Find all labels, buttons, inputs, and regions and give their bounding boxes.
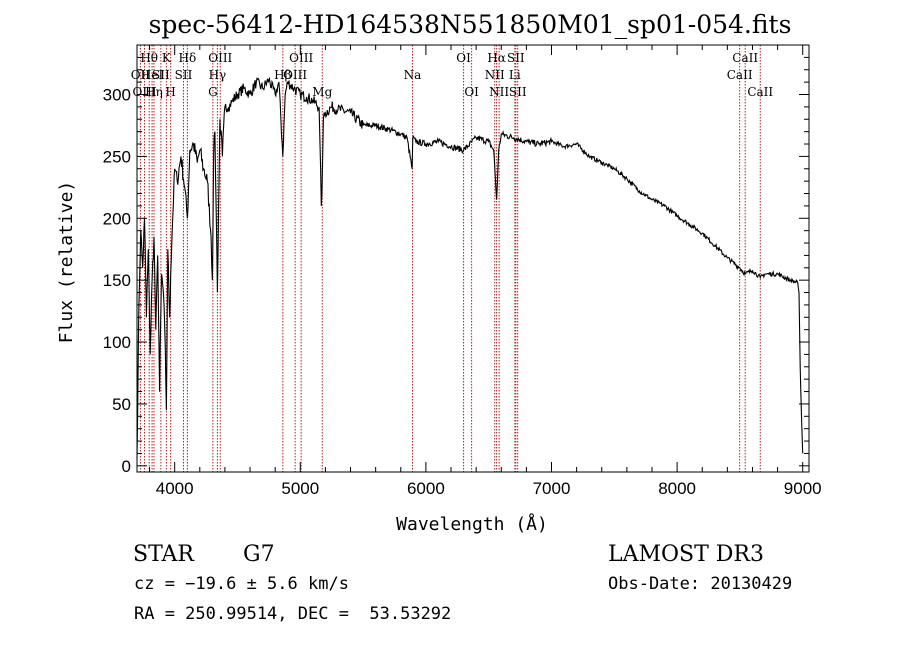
x-tick-label-4: 8000 [658,479,696,498]
coordinates-text: RA = 250.99514, DEC = 53.53292 [134,604,451,624]
y-tick-label-6: 300 [103,86,131,105]
spectral-line-markers [139,45,761,472]
y-axis-ticks: 0 50 100 150 200 250 300 [103,56,809,476]
y-tick-label-5: 250 [103,147,131,166]
spectral-line-label-13: OIII [289,51,313,65]
x-tick-label-3: 7000 [533,479,571,498]
plot-frame [136,44,810,473]
spectral-line-label-4: Hη [145,85,163,99]
spectral-line-label-19: OI [464,85,479,99]
x-axis-ticks: 4000 5000 6000 7000 8000 9000 [149,45,822,498]
y-axis-label: Flux (relative) [56,181,77,344]
x-tick-label-1: 5000 [281,479,319,498]
x-tick-label-0: 4000 [156,479,194,498]
spectral-line-label-12: G [208,85,218,99]
x-tick-label-2: 6000 [407,479,445,498]
spectral-line-label-5: K [162,51,172,65]
y-tick-label-1: 50 [112,395,131,414]
y-tick-label-0: 0 [122,457,131,476]
y-tick-label-3: 150 [103,271,131,290]
spectral-line-label-25: SII [509,85,527,99]
obs-date-text: Obs-Date: 20130429 [608,574,792,594]
spectral-line-label-28: CaII [747,85,773,99]
spectral-line-label-10: OIII [208,51,232,65]
spectral-line-label-21: SII [507,51,525,65]
y-tick-label-2: 100 [103,333,131,352]
spectral-line-label-1: OII [131,68,151,82]
chart-title: spec-56412-HD164538N551850M01_sp01-054.f… [149,10,792,39]
spectral-line-label-16: Mg [312,85,332,99]
redshift-text: cz = −19.6 ± 5.6 km/s [134,574,349,594]
spectral-line-label-6: SII [152,68,170,82]
spectral-line-label-27: CaII [727,68,753,82]
spectral-line-label-22: NII [485,68,505,82]
spectral-line-label-11: Hγ [209,68,227,82]
x-tick-label-5: 9000 [784,479,822,498]
spectral-line-label-14: OIII [283,68,307,82]
survey-name: LAMOST DR3 [608,542,764,567]
spectral-line-label-9: SII [175,68,193,82]
spectral-line-label-8: Hδ [179,51,197,65]
spectral-line-labels: HθOIIOIIIHeIHηKSIIHHδSIIOIIIHγGOIIIOIIIH… [131,51,774,99]
spectrum-series-line [136,76,804,460]
x-axis-label: Wavelength (Å) [396,513,548,535]
spectral-line-label-2: OIII [133,85,157,99]
spectral-line-label-20: Hα [487,51,506,65]
spectral-line-label-17: Na [404,68,422,82]
spectral-line-label-18: OI [456,51,471,65]
spectral-line-label-3: HeI [141,68,164,82]
spectral-line-label-26: CaII [732,51,758,65]
y-tick-label-4: 200 [103,209,131,228]
object-class: STAR [133,542,195,567]
spectral-line-label-23: Li [509,68,521,82]
spectral-line-label-15: Hβ [274,68,291,82]
spectral-line-label-7: H [165,85,175,99]
object-subclass: G7 [243,542,275,567]
spectral-line-label-24: NII [489,85,509,99]
spectral-line-label-0: Hθ [140,51,158,65]
